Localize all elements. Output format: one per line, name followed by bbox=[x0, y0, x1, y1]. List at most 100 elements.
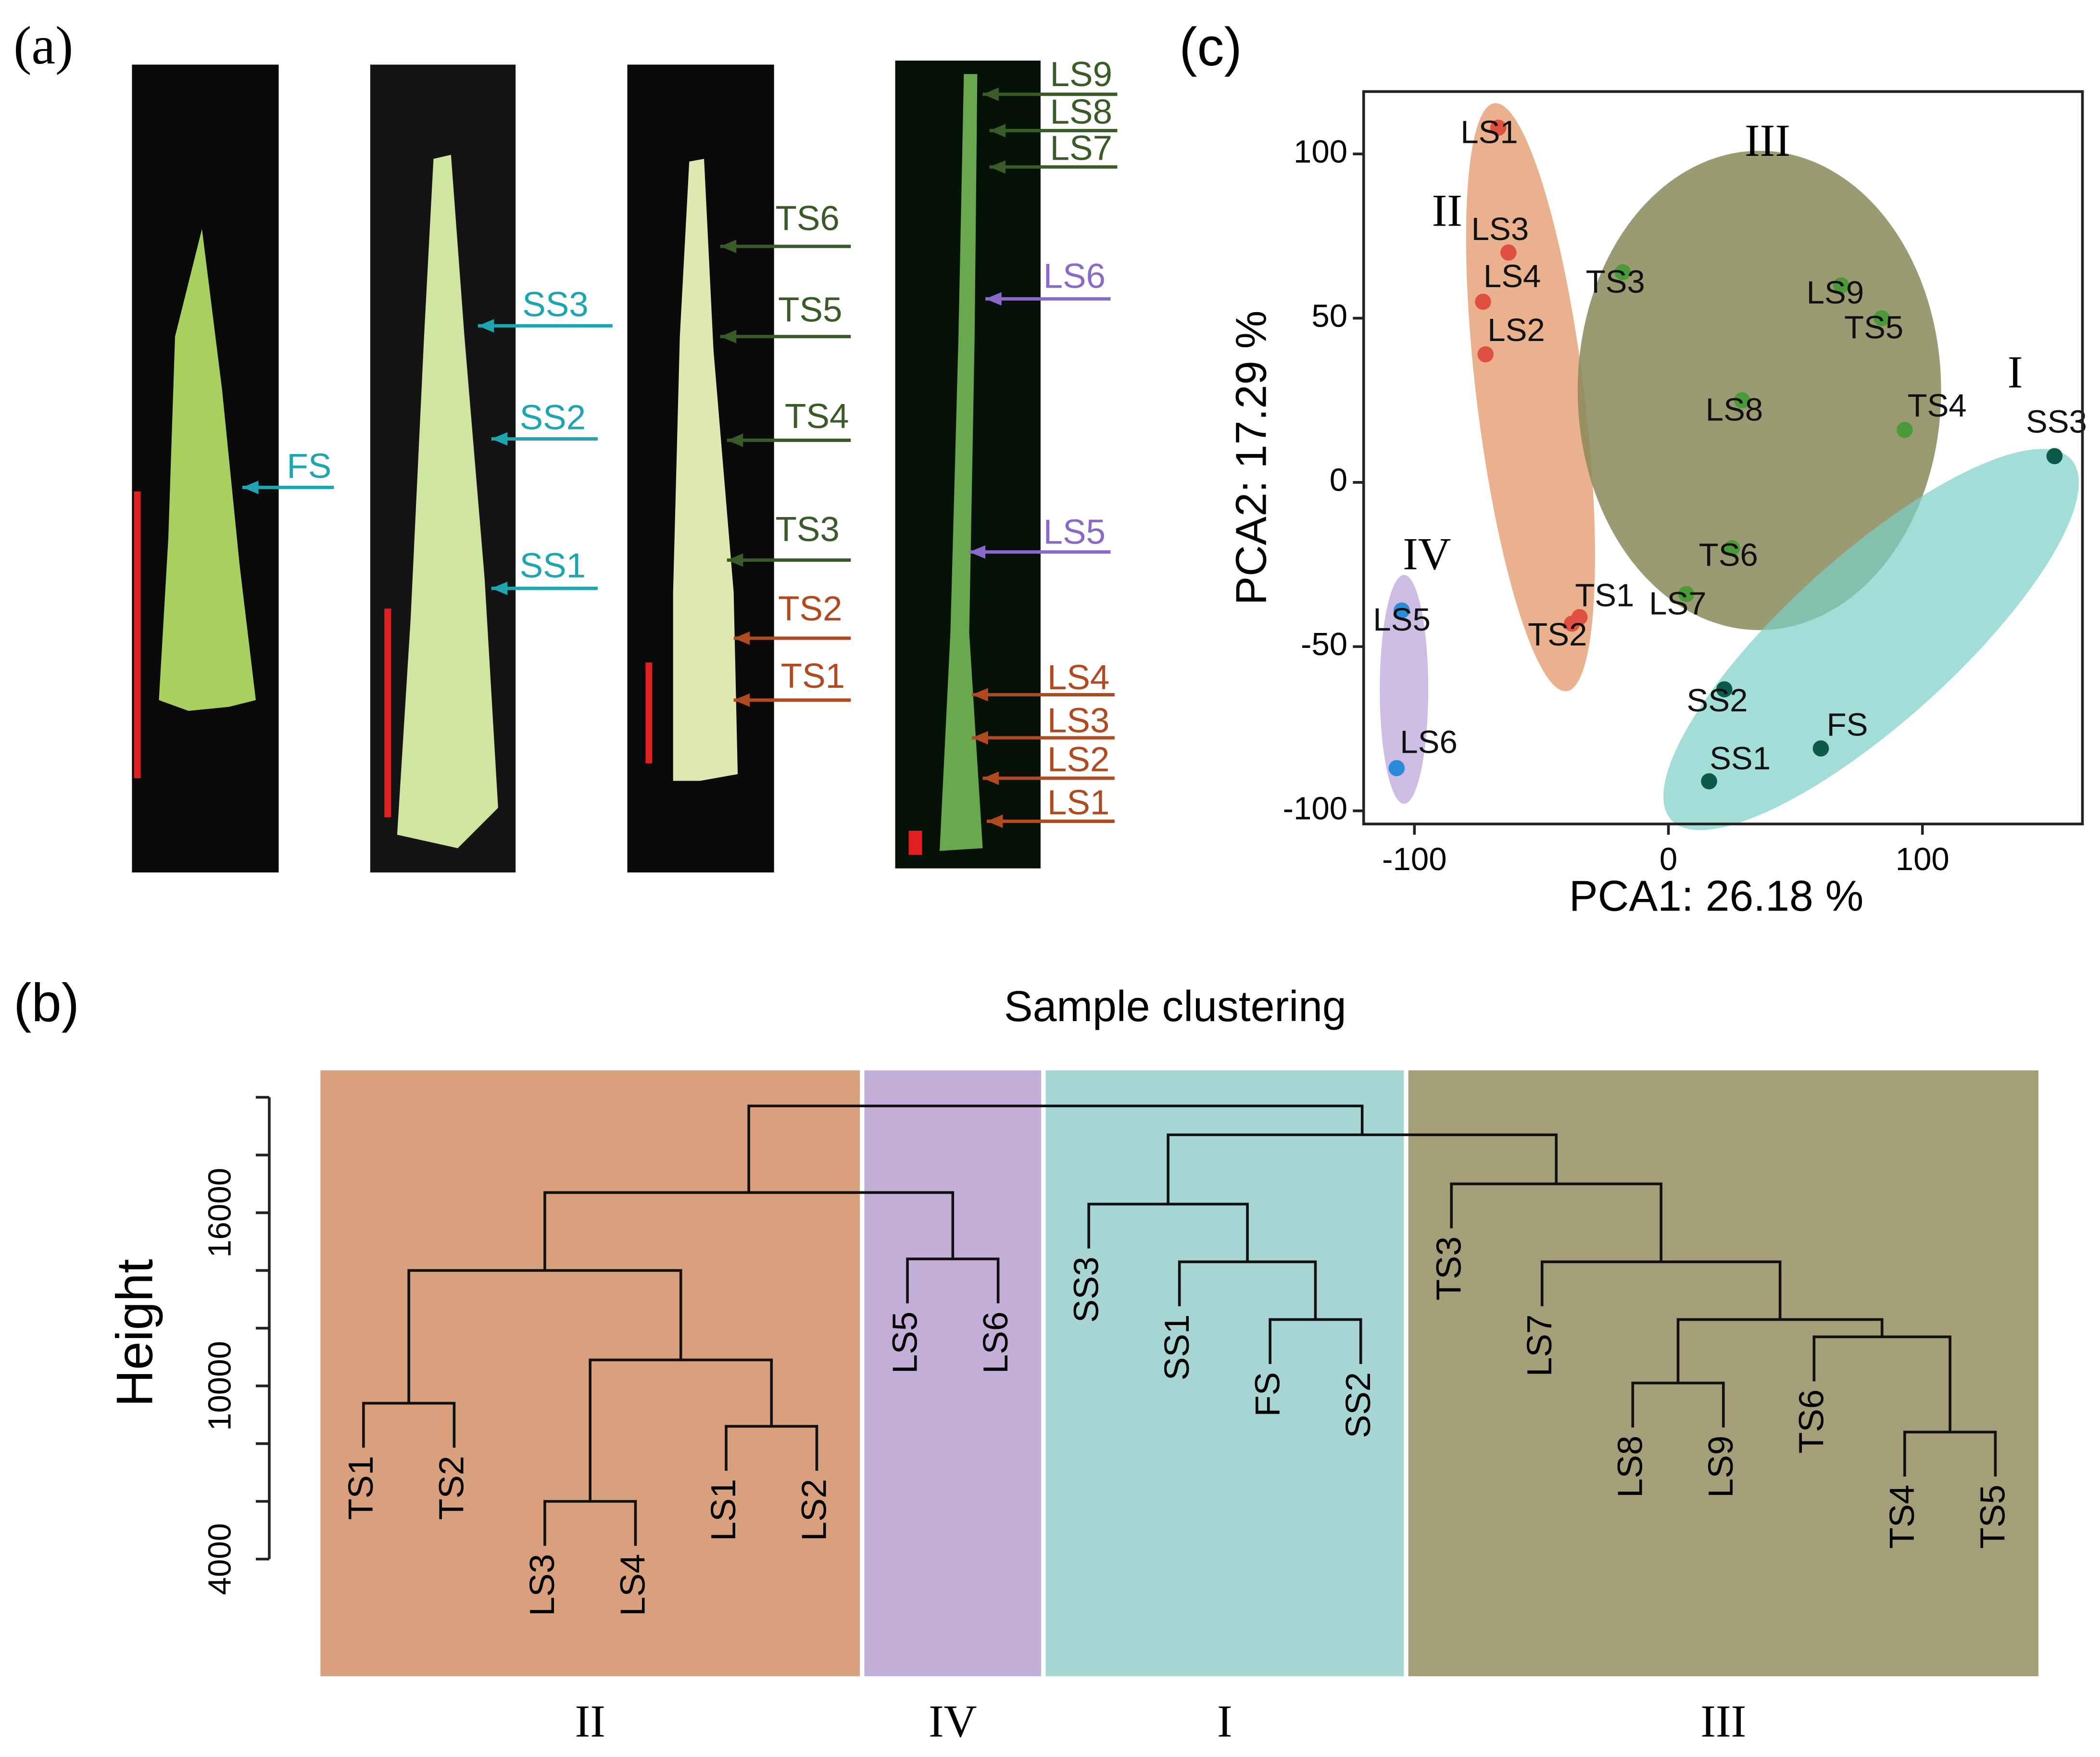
panel-label: (a) bbox=[13, 16, 73, 76]
point-label: LS6 bbox=[1400, 724, 1458, 760]
point-label: FS bbox=[1827, 707, 1868, 743]
point-label: SS3 bbox=[2026, 404, 2087, 440]
cluster-ellipse bbox=[1663, 449, 2079, 830]
photo-label: LS8 bbox=[1050, 92, 1112, 131]
leaf-label: LS3 bbox=[523, 1554, 562, 1616]
shoot bbox=[939, 74, 983, 851]
arrow-head bbox=[720, 329, 737, 343]
photo-label: LS9 bbox=[1050, 55, 1112, 94]
arrow-head bbox=[242, 480, 259, 494]
cluster-band bbox=[864, 1070, 1042, 1677]
photo-label: TS6 bbox=[775, 199, 839, 238]
y-tick-label: -50 bbox=[1301, 626, 1347, 662]
chart-title: Sample clustering bbox=[1004, 982, 1346, 1030]
arrow-head bbox=[733, 631, 750, 645]
photo-label: FS bbox=[287, 446, 331, 485]
shoot bbox=[673, 159, 738, 781]
point-label: TS2 bbox=[1528, 617, 1587, 653]
photo-label: TS4 bbox=[785, 397, 849, 436]
dendrogram-link bbox=[1450, 1182, 1663, 1262]
leaf-label: LS4 bbox=[614, 1554, 653, 1616]
point-label: LS5 bbox=[1373, 602, 1431, 638]
point bbox=[1564, 615, 1580, 632]
point bbox=[1701, 773, 1717, 790]
leaf-label: TS3 bbox=[1429, 1237, 1468, 1301]
leaf-label: SS1 bbox=[1157, 1315, 1196, 1381]
scale-bar bbox=[908, 831, 922, 855]
cluster-label: I bbox=[1217, 1695, 1232, 1746]
point-label: TS6 bbox=[1699, 537, 1758, 573]
plot-frame bbox=[1362, 90, 2084, 825]
leaf-label: LS7 bbox=[1520, 1315, 1559, 1377]
point bbox=[1723, 540, 1740, 556]
arrow-head bbox=[982, 771, 999, 785]
panel-label: (c) bbox=[1179, 17, 1242, 77]
dendrogram-link bbox=[1540, 1260, 1782, 1320]
arrow-head bbox=[986, 814, 1003, 828]
leaf-label: LS5 bbox=[885, 1312, 924, 1374]
leaf-label: LS6 bbox=[976, 1312, 1015, 1374]
y-axis-label: Height bbox=[106, 1259, 163, 1407]
photo-label: TS3 bbox=[775, 510, 839, 549]
arrow-head bbox=[982, 87, 999, 101]
y-tick-label: 16000 bbox=[202, 1168, 238, 1258]
photos bbox=[132, 60, 1041, 872]
photo-label: LS2 bbox=[1047, 740, 1109, 779]
y-tick-label: 100 bbox=[1294, 134, 1347, 170]
dendrogram-link bbox=[725, 1425, 818, 1471]
point-label: TS4 bbox=[1908, 388, 1967, 424]
arrow-head bbox=[478, 319, 494, 333]
cluster-label: II bbox=[575, 1695, 605, 1746]
photo-label: TS1 bbox=[781, 657, 845, 695]
photo-label: SS2 bbox=[520, 398, 586, 437]
cluster-label: I bbox=[2008, 347, 2023, 398]
dendrogram-link bbox=[362, 1402, 456, 1448]
dendrogram-link bbox=[747, 1104, 1364, 1193]
dendrogram-link bbox=[1903, 1430, 1997, 1477]
point bbox=[1490, 119, 1507, 136]
cluster-label: III bbox=[1745, 115, 1790, 166]
leaf-label: TS5 bbox=[1974, 1485, 2012, 1549]
point bbox=[1734, 392, 1750, 409]
arrow-head bbox=[989, 124, 1006, 138]
cluster-label: IV bbox=[1403, 529, 1451, 580]
point bbox=[1394, 602, 1410, 619]
point-label: LS9 bbox=[1807, 275, 1864, 311]
point bbox=[1678, 586, 1695, 602]
leaf-label: FS bbox=[1248, 1372, 1287, 1417]
y-tick-label: 0 bbox=[1330, 462, 1347, 498]
dendrogram-link bbox=[1167, 1133, 1558, 1204]
leaf-label: SS3 bbox=[1067, 1257, 1106, 1323]
arrow-head bbox=[985, 292, 1002, 306]
photo-label: SS3 bbox=[522, 285, 589, 324]
leaf-label: LS9 bbox=[1701, 1436, 1740, 1498]
x-axis-label: PCA1: 26.18 % bbox=[1569, 872, 1863, 920]
point bbox=[1500, 244, 1517, 261]
dendrogram-link bbox=[543, 1191, 955, 1271]
arrow-head bbox=[727, 553, 743, 567]
point-label: SS2 bbox=[1687, 683, 1748, 719]
y-tick-label: -100 bbox=[1283, 791, 1347, 827]
leaf-label: TS2 bbox=[432, 1456, 471, 1520]
photo-label: TS5 bbox=[778, 291, 842, 329]
point-label: TS3 bbox=[1586, 264, 1645, 300]
shoot bbox=[397, 154, 498, 848]
dendrogram-link bbox=[906, 1257, 1000, 1303]
point-label: LS7 bbox=[1649, 585, 1707, 621]
point-label: LS2 bbox=[1487, 312, 1545, 348]
leaf-label: SS2 bbox=[1339, 1372, 1378, 1439]
panel-label: (b) bbox=[13, 973, 79, 1033]
arrow-head bbox=[727, 433, 743, 447]
photo-label: LS5 bbox=[1044, 513, 1106, 552]
arrow-head bbox=[972, 731, 988, 745]
photo-label: LS6 bbox=[1044, 257, 1106, 296]
point-label: SS1 bbox=[1710, 740, 1771, 776]
cluster-ellipse bbox=[1466, 103, 1595, 692]
point-label: LS1 bbox=[1460, 114, 1518, 151]
cluster-label: III bbox=[1700, 1695, 1746, 1746]
point bbox=[1614, 264, 1631, 280]
arrow-head bbox=[733, 693, 750, 707]
cluster-ellipse bbox=[1380, 575, 1429, 804]
